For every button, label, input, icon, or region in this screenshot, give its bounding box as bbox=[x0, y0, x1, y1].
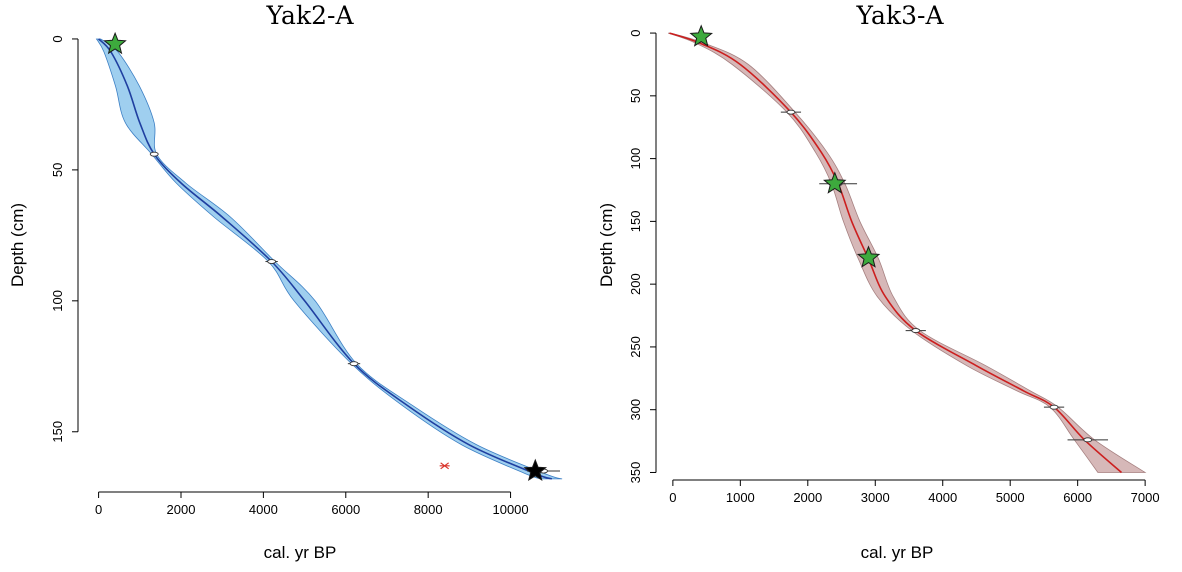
date-marker bbox=[911, 328, 921, 334]
y-tick-label: 150 bbox=[628, 211, 643, 233]
x-tick-label: 1000 bbox=[726, 490, 755, 505]
star-marker bbox=[689, 24, 713, 47]
x-tick-label: 8000 bbox=[414, 502, 443, 517]
x-tick-label: 7000 bbox=[1131, 490, 1160, 505]
confidence-band bbox=[667, 32, 1147, 473]
date-marker bbox=[349, 361, 359, 367]
date-marker bbox=[786, 109, 796, 115]
y-tick-label: 300 bbox=[628, 399, 643, 421]
y-tick-label: 200 bbox=[628, 273, 643, 295]
y-tick-label: 250 bbox=[628, 336, 643, 358]
star-marker bbox=[823, 171, 847, 194]
panel-yak3a: Yak3-A cal. yr BP Depth (cm) 0 1000 2000 30… bbox=[597, 1, 1160, 562]
y-tick-label: 0 bbox=[628, 29, 643, 36]
date-marker bbox=[149, 151, 159, 157]
x-tick-label: 4000 bbox=[928, 490, 957, 505]
y-tick-label: 150 bbox=[50, 421, 65, 443]
x-tick-label: 0 bbox=[669, 490, 676, 505]
x-axis-label: cal. yr BP bbox=[264, 543, 337, 562]
x-tick-label: 6000 bbox=[331, 502, 360, 517]
chart-title: Yak3-A bbox=[855, 1, 944, 30]
star-marker bbox=[856, 245, 881, 268]
x-tick-label: 0 bbox=[95, 502, 102, 517]
x-tick-label: 6000 bbox=[1063, 490, 1092, 505]
x-tick-label: 5000 bbox=[996, 490, 1025, 505]
confidence-band bbox=[95, 38, 563, 480]
star-marker bbox=[103, 31, 127, 55]
star-marker bbox=[523, 458, 548, 482]
x-tick-label: 10000 bbox=[492, 502, 528, 517]
y-tick-label: 100 bbox=[50, 290, 65, 312]
x-axis-label: cal. yr BP bbox=[861, 543, 934, 562]
chart-title: Yak2-A bbox=[265, 1, 354, 30]
y-axis-label: Depth (cm) bbox=[8, 203, 27, 287]
date-marker bbox=[267, 259, 277, 264]
x-tick-label: 2000 bbox=[167, 502, 196, 517]
y-tick-label: 0 bbox=[50, 35, 65, 42]
x-tick-label: 4000 bbox=[249, 502, 278, 517]
y-tick-label: 50 bbox=[628, 89, 643, 103]
panel-yak2a: Yak2-A cal. yr BP Depth (cm) 0 2000 4000 60… bbox=[8, 1, 563, 562]
date-marker bbox=[1049, 404, 1059, 410]
x-tick-label: 2000 bbox=[793, 490, 822, 505]
y-axis-label: Depth (cm) bbox=[597, 203, 616, 287]
outlier-marker bbox=[439, 462, 450, 470]
y-tick-label: 50 bbox=[50, 163, 65, 177]
y-tick-label: 350 bbox=[628, 462, 643, 484]
date-marker bbox=[1083, 437, 1093, 443]
y-tick-label: 100 bbox=[628, 148, 643, 170]
x-tick-label: 3000 bbox=[861, 490, 890, 505]
age-depth-line bbox=[98, 38, 553, 480]
